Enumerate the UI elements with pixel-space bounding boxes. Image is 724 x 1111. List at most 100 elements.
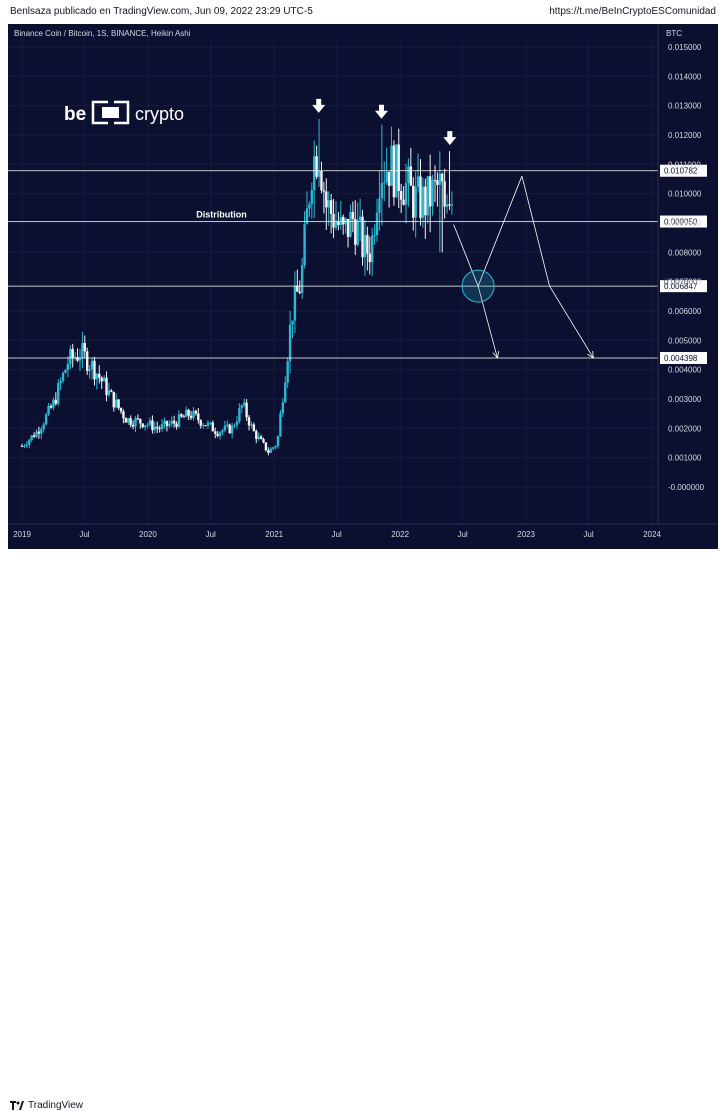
candle [172,415,176,428]
candle-body [134,418,137,427]
candle-body [127,418,130,423]
candle-body [402,199,405,205]
candle-body [366,234,369,254]
candle [402,186,405,206]
candle-body [247,417,251,426]
level-label-text: 0.004398 [664,354,698,363]
candle-body [192,410,195,419]
candle-body [240,405,243,408]
candle-body [327,200,330,208]
candle-body [271,447,275,449]
candle-body [112,391,115,408]
candle [346,218,350,248]
candle [124,417,128,423]
candle [450,191,454,215]
candle-body [136,418,140,420]
candle-body [252,424,256,432]
candle [424,178,427,239]
candle [361,210,364,266]
candle [284,376,287,404]
candle-body [334,221,338,228]
candle [52,397,55,411]
candle [110,389,113,393]
candle-body [392,145,396,198]
candle [114,393,118,409]
candle-body [47,405,50,415]
candle [325,178,328,230]
candle [20,443,24,447]
candle [368,236,371,275]
candle [233,423,236,428]
candle-body [257,436,260,439]
candle [76,348,79,363]
level-label-box [660,351,707,364]
candle [252,422,256,432]
projection-segment [453,224,479,287]
candle-body [69,348,72,364]
candle-body [223,425,227,431]
candle-body [143,425,147,428]
candle-body [204,425,207,427]
candle [344,217,347,234]
price-chart[interactable]: Binance Coin / Bitcoin, 1S, BINANCE, Hei… [8,24,718,549]
candle [83,335,86,358]
candle [40,426,43,439]
candle-body [141,423,144,428]
candle [69,345,72,369]
candle [136,414,140,421]
candle [356,202,359,247]
candle [35,429,38,438]
candle [315,145,318,180]
candle [399,183,403,213]
target-circle [461,269,495,303]
candle-body [433,180,437,182]
candle-body [310,190,314,205]
candle-body [450,204,454,206]
x-tick-label: 2023 [517,530,535,539]
candle [194,409,198,416]
candle [262,437,265,444]
candle [170,416,173,427]
candle [226,420,229,428]
candle [112,391,115,412]
candle [274,445,277,450]
candle-body [441,173,444,182]
candle-body [206,422,210,426]
candle-body [209,422,212,424]
candle-body [230,425,234,434]
candle [407,158,410,207]
candle-body [156,426,159,429]
candle-body [78,358,82,361]
candle [421,177,425,228]
candle [134,416,137,433]
candle-body [129,418,132,425]
community-link[interactable]: https://t.me/BeInCryptoESComunidad [549,6,716,17]
candle [214,427,217,439]
candle [438,151,442,253]
candle-body [83,342,86,352]
candle [168,420,171,429]
publisher-attribution: Benlsaza publicado en TradingView.com, J… [10,6,313,17]
tradingview-logo[interactable]: TradingView [10,1100,83,1111]
candle-body [102,377,106,382]
candle-body [221,430,224,433]
candle [146,422,149,429]
horizontal-levels: 0.010782 0.009050 0.006847 0.004398 [8,164,707,364]
level-label-box [660,215,707,228]
faded-level-label: 0.007000 [664,278,698,287]
candle-body [211,422,214,432]
candle-body [276,436,280,447]
candle [117,399,120,410]
candle [119,407,123,414]
currency-label: BTC [666,29,682,38]
candle-body [445,204,449,207]
candle [247,414,251,431]
chart-grid [8,38,658,524]
candle-body [238,407,241,422]
x-tick-label: Jul [206,530,216,539]
candle-body [385,171,388,183]
candle-body [303,224,306,266]
candle [95,372,99,390]
candle-body [64,369,67,373]
candle [127,417,130,426]
